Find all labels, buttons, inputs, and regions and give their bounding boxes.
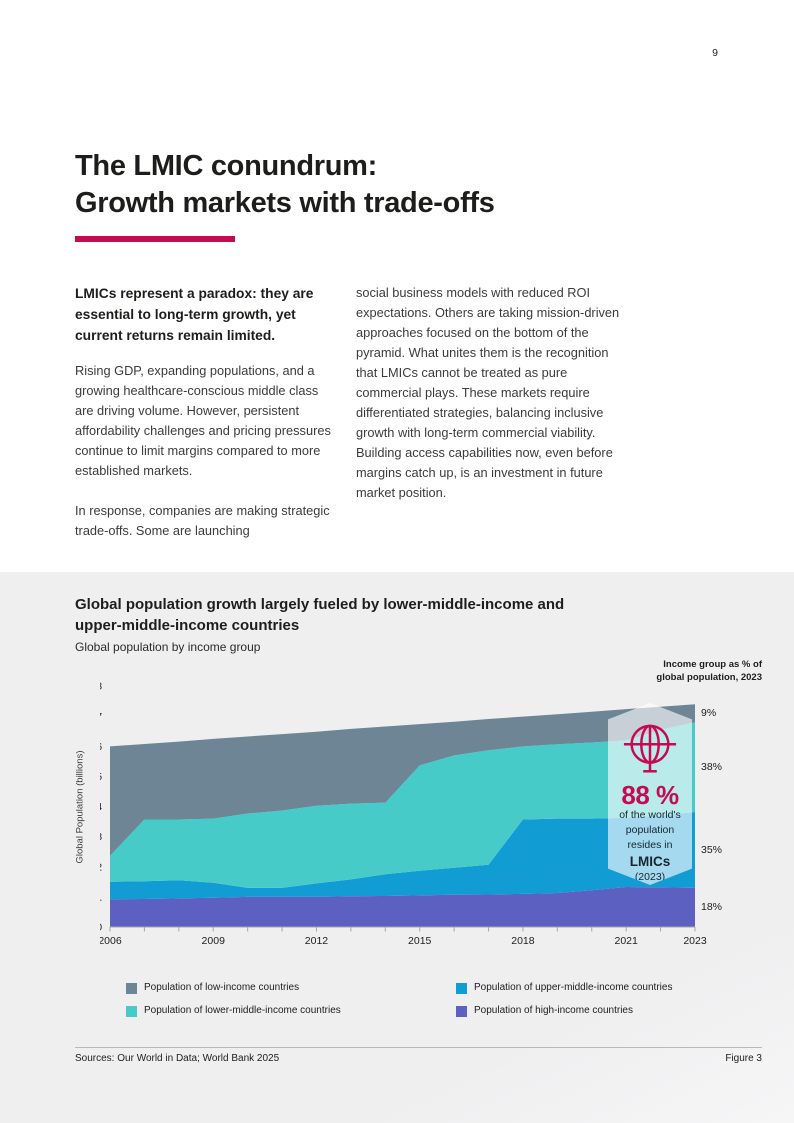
y-tick-label: 7 [100,712,102,723]
legend-swatch-upper-middle-income [456,982,467,994]
x-tick-label: 2023 [683,935,707,947]
x-tick-label: 2009 [202,935,226,947]
stacked-area-chart: 0 1 2 3 4 5 6 7 8 2006 2009 2012 2015 2018 2021 2023 [100,682,707,947]
legend-swatch-low-income [126,982,137,994]
pct-label-lower-middle-income: 38% [701,761,723,774]
y-tick-label: 3 [100,832,102,843]
figure-heading: Global population growth largely fueled … [75,594,655,636]
footer-rule [75,1047,762,1048]
legend-item-upper-middle-income: Population of upper-middle-income countr… [456,982,672,994]
pct-label-upper-middle-income: 35% [701,843,723,856]
figure-heading-line2: upper-middle-income countries [75,617,300,634]
area-upper-middle-income [110,812,695,900]
y-tick-label: 4 [100,802,102,813]
area-high-income [110,887,695,927]
paragraph: In response, companies are making strate… [75,503,330,538]
figure-right-note: Income group as % of global population, … [656,659,762,683]
title-accent-bar [75,236,235,242]
callout-value: 88 % [621,780,679,810]
callout-year: (2023) [634,871,666,883]
y-tick-label: 1 [100,892,102,903]
page-title: The LMIC conundrum: Growth markets with … [75,148,715,222]
paragraph: social business models with reduced ROI … [356,285,620,500]
body-columns: LMICs represent a paradox: they are esse… [75,283,621,561]
figure-subtitle: Global population by income group [75,640,261,654]
figure-heading-line1: Global population growth largely fueled … [75,596,565,613]
callout-text: resides in [627,839,673,851]
y-axis-label: Global Population (billions) [74,750,86,864]
x-tick-label: 2015 [408,935,432,947]
legend-item-high-income: Population of high-income countries [456,1005,672,1017]
y-tick-label: 2 [100,862,102,873]
callout-badge: 88 % of the world's population resides i… [608,703,692,885]
y-tick-label: 6 [100,742,102,753]
pct-label-high-income: 18% [701,901,723,914]
globe-icon [623,724,677,773]
x-tick-label: 2012 [305,935,329,947]
legend-label: Population of low-income countries [144,982,300,993]
area-lower-middle-income [110,722,695,888]
legend-swatch-lower-middle-income [126,1005,137,1017]
legend-label: Population of lower-middle-income countr… [144,1005,341,1016]
page-number: 9 [712,47,718,59]
body-column-left: LMICs represent a paradox: they are esse… [75,283,340,561]
chart-legend: Population of low-income countries Popula… [126,982,672,1017]
figure-panel: Global population growth largely fueled … [0,572,794,1123]
lead-paragraph: LMICs represent a paradox: they are esse… [75,286,314,343]
sources-text: Sources: Our World in Data; World Bank 2… [75,1053,280,1064]
legend-swatch-high-income [456,1005,467,1017]
callout-text: population [625,824,675,836]
y-tick-label: 8 [100,682,102,693]
legend-label: Population of upper-middle-income countr… [474,982,673,993]
page-title-line2: Growth markets with trade-offs [75,187,495,219]
paragraph: Rising GDP, expanding populations, and a… [75,363,331,478]
y-tick-label: 0 [100,923,102,934]
page-title-line1: The LMIC conundrum: [75,150,377,182]
pct-label-low-income: 9% [701,707,717,720]
x-tick-label: 2021 [614,935,638,947]
legend-label: Population of high-income countries [474,1005,633,1016]
x-tick-label: 2018 [511,935,535,947]
callout-text: of the world's [619,809,681,821]
callout-lmics: LMICs [629,854,671,869]
legend-item-lower-middle-income: Population of lower-middle-income countr… [126,1005,456,1017]
legend-item-low-income: Population of low-income countries [126,982,456,994]
area-low-income [110,704,695,856]
chart-area: 0 1 2 3 4 5 6 7 8 2006 2009 2012 2015 2018 2021 2023 Gl… [0,572,794,1123]
x-tick-label: 2006 [100,935,122,947]
body-column-right: social business models with reduced ROI … [356,283,621,561]
figure-label: Figure 3 [725,1053,762,1064]
y-tick-label: 5 [100,772,102,783]
figure-footer: Sources: Our World in Data; World Bank 2… [75,1053,762,1064]
